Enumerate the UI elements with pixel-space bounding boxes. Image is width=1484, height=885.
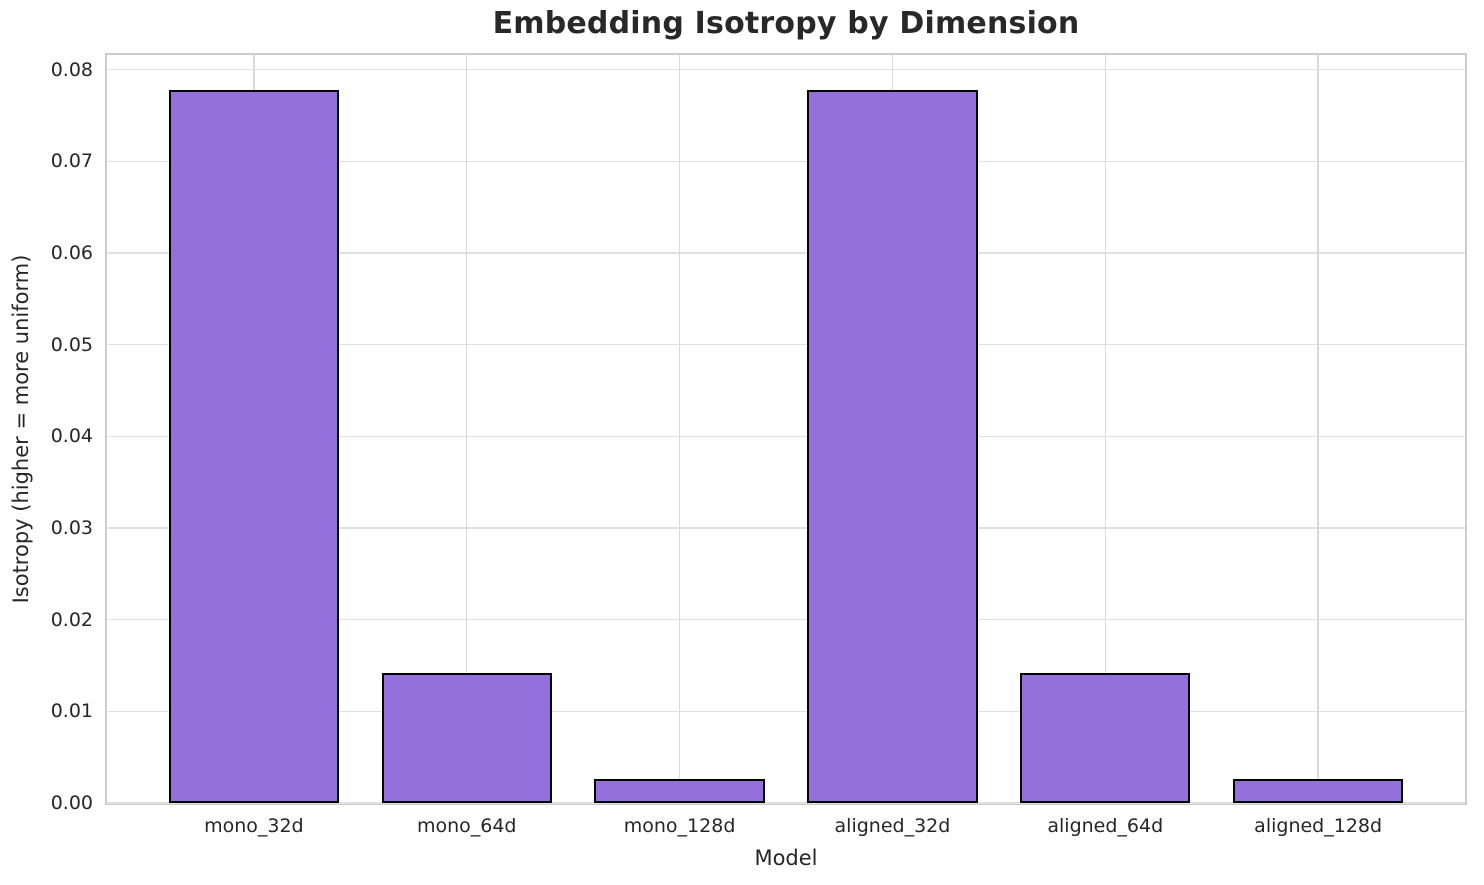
bar-aligned_32d xyxy=(807,89,978,803)
y-gridline xyxy=(107,802,1465,804)
x-gridline xyxy=(678,55,681,803)
bar-mono_128d xyxy=(594,779,765,803)
y-gridline xyxy=(107,527,1465,529)
bar-mono_32d xyxy=(168,89,339,803)
y-tick-label: 0.02 xyxy=(50,608,93,631)
x-tick-label: aligned_128d xyxy=(1254,815,1383,837)
y-tick-label: 0.01 xyxy=(50,700,93,723)
x-gridline xyxy=(465,55,468,803)
y-tick-label: 0.04 xyxy=(50,425,93,448)
chart-title: Embedding Isotropy by Dimension xyxy=(492,6,1080,41)
x-tick-label: mono_128d xyxy=(623,815,736,837)
y-axis-label: Isotropy (higher = more uniform) xyxy=(9,254,33,604)
plot-area: 0.00 0.01 0.02 0.03 0.04 0.05 0.06 0.07 0.08 mono… xyxy=(51,53,1467,837)
x-gridline xyxy=(1104,55,1107,803)
bar-mono_64d xyxy=(381,672,552,803)
x-gridline xyxy=(1317,55,1319,803)
y-gridline xyxy=(107,343,1465,346)
x-axis-label: Model xyxy=(754,846,818,870)
y-tick-label: 0.06 xyxy=(50,242,93,264)
x-tick-label: aligned_64d xyxy=(1047,815,1164,837)
y-tick-label: 0.05 xyxy=(50,333,93,356)
y-gridline xyxy=(107,160,1465,163)
y-gridline xyxy=(107,68,1465,71)
y-tick-label: 0.07 xyxy=(50,150,93,173)
y-gridline xyxy=(107,710,1465,713)
x-tick-label: mono_64d xyxy=(416,815,517,837)
y-gridline xyxy=(107,618,1465,621)
x-tick-label: mono_32d xyxy=(204,815,304,837)
bar-aligned_128d xyxy=(1232,779,1404,803)
y-gridline xyxy=(107,435,1465,438)
y-tick-label: 0.03 xyxy=(50,517,93,539)
x-tick-label: aligned_32d xyxy=(834,815,951,837)
y-tick-label: 0.00 xyxy=(50,792,93,814)
bar-aligned_64d xyxy=(1020,672,1191,803)
y-gridline xyxy=(107,252,1465,254)
y-tick-label: 0.08 xyxy=(50,58,93,81)
